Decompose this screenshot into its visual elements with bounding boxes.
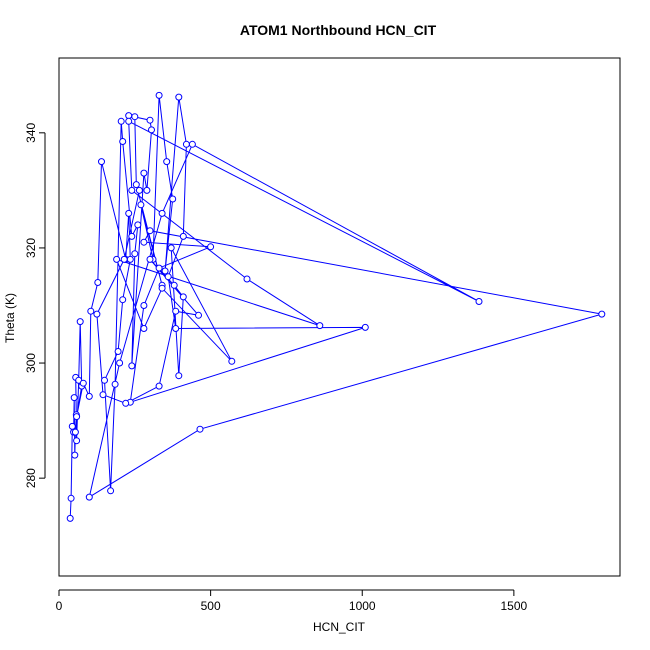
- data-point: [140, 325, 148, 332]
- y-tick-label: 280: [24, 468, 38, 488]
- data-point: [111, 380, 119, 388]
- data-point: [228, 357, 236, 365]
- y-tick-label: 320: [24, 238, 38, 258]
- data-point: [85, 493, 93, 501]
- data-point: [146, 116, 154, 124]
- data-point: [137, 201, 145, 209]
- data-point: [155, 382, 163, 390]
- data-point: [126, 255, 134, 263]
- data-point: [122, 399, 130, 407]
- data-point: [155, 91, 163, 99]
- y-tick-label: 340: [24, 122, 38, 142]
- data-point: [114, 348, 122, 355]
- data-point: [182, 140, 190, 148]
- data-point: [101, 376, 108, 384]
- x-tick-label: 0: [56, 599, 63, 613]
- data-point: [87, 307, 95, 315]
- data-point: [128, 186, 136, 194]
- y-axis-label: Theta (K): [3, 293, 17, 343]
- data-point: [207, 243, 215, 251]
- data-point: [98, 158, 105, 166]
- axis-layer: 0 500 1000 1500 280 300 320 340: [24, 122, 528, 613]
- data-point: [71, 428, 79, 436]
- series-line: [69, 95, 602, 519]
- data-point: [140, 302, 148, 309]
- data-point: [66, 514, 74, 522]
- data-point: [132, 181, 140, 189]
- data-point: [107, 487, 115, 495]
- x-axis-label: HCN_CIT: [313, 620, 366, 634]
- data-layer: [66, 91, 606, 522]
- data-point: [119, 296, 127, 304]
- data-point: [68, 422, 76, 430]
- data-point: [243, 275, 251, 283]
- data-point: [85, 392, 93, 400]
- data-point: [179, 293, 187, 301]
- data-point: [99, 391, 107, 399]
- data-point: [143, 186, 151, 194]
- data-point: [120, 255, 128, 263]
- data-point: [116, 359, 124, 367]
- data-point: [146, 227, 154, 235]
- data-point: [79, 379, 87, 387]
- data-point: [131, 250, 139, 258]
- x-tick-label: 1500: [501, 599, 528, 613]
- data-point: [158, 284, 166, 292]
- data-point: [93, 310, 101, 318]
- data-point: [128, 362, 136, 370]
- data-point: [170, 281, 178, 289]
- data-point: [73, 437, 81, 445]
- data-point: [179, 232, 187, 240]
- data-point: [140, 169, 148, 177]
- data-point: [598, 310, 606, 318]
- data-point: [71, 451, 79, 459]
- data-point: [76, 318, 84, 326]
- chart-title: ATOM1 Northbound HCN_CIT: [240, 22, 437, 38]
- data-point: [131, 113, 139, 121]
- x-tick-label: 500: [201, 599, 221, 613]
- data-point: [73, 413, 81, 421]
- data-point: [195, 311, 202, 319]
- data-point: [125, 117, 133, 125]
- data-point: [169, 195, 177, 203]
- data-point: [172, 325, 180, 332]
- plot-frame: [58, 57, 621, 577]
- data-point: [70, 394, 78, 402]
- data-point: [175, 372, 183, 380]
- data-point: [188, 140, 196, 148]
- data-point: [361, 323, 369, 331]
- x-tick-label: 1000: [349, 599, 376, 613]
- data-point: [94, 279, 102, 286]
- data-point: [161, 267, 169, 275]
- data-point: [172, 307, 180, 315]
- data-point: [158, 209, 166, 217]
- data-point: [148, 126, 155, 134]
- data-point: [134, 221, 142, 229]
- data-point: [119, 138, 127, 145]
- data-point: [167, 244, 175, 252]
- data-point: [155, 264, 163, 272]
- data-point: [475, 298, 483, 305]
- data-point: [146, 255, 154, 263]
- data-point: [125, 209, 133, 217]
- data-point: [316, 322, 324, 330]
- data-point: [196, 425, 204, 433]
- data-point: [163, 158, 171, 166]
- data-point: [128, 232, 136, 240]
- data-point: [125, 112, 133, 120]
- data-point: [140, 238, 148, 246]
- y-tick-label: 300: [24, 353, 38, 373]
- data-point: [175, 93, 183, 101]
- data-point: [67, 494, 75, 502]
- data-point: [135, 186, 143, 194]
- data-point: [117, 117, 125, 125]
- data-point: [113, 255, 121, 263]
- data-point: [164, 273, 172, 281]
